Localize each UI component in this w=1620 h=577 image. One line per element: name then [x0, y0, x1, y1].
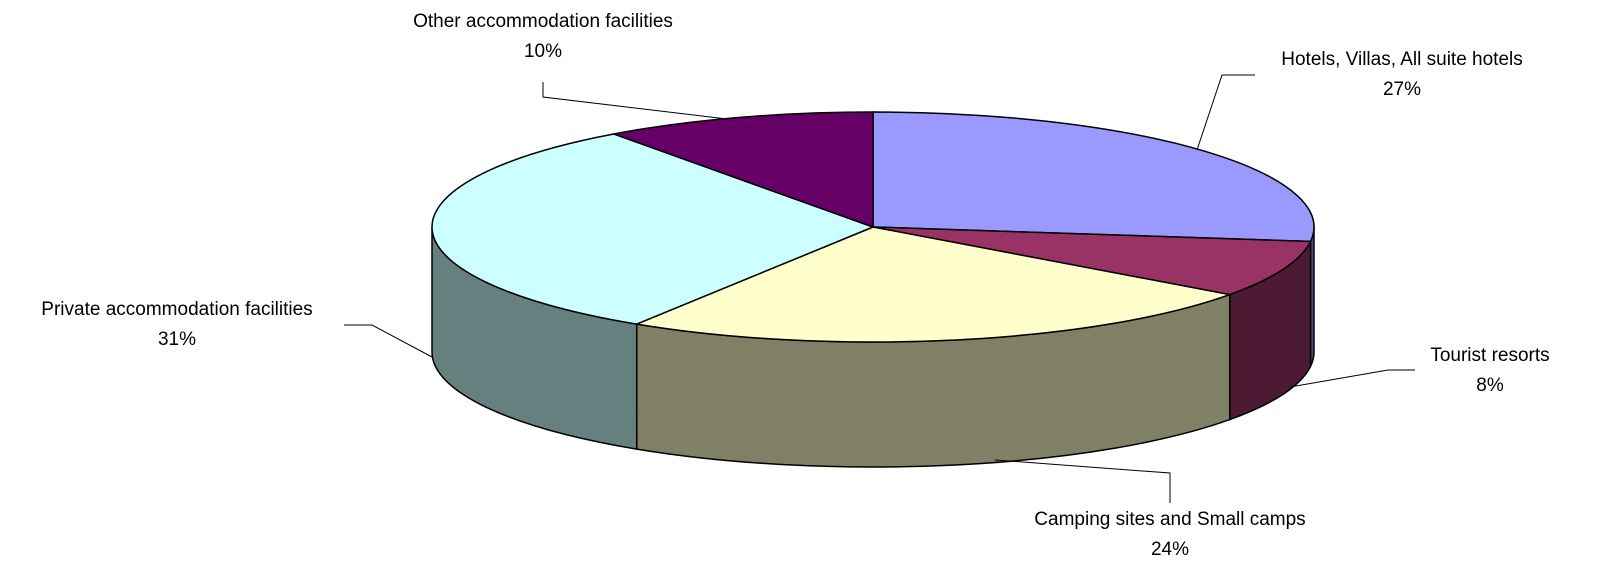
value-label: 27% — [1383, 79, 1421, 100]
pie-slice — [872, 111, 1315, 243]
pie-sides — [431, 226, 1315, 468]
slice-label: Other accommodation facilities — [413, 11, 673, 32]
value-label: 31% — [158, 329, 196, 350]
slice-label: Private accommodation facilities — [41, 299, 312, 320]
leader-line — [1289, 369, 1415, 388]
slice-label: Hotels, Villas, All suite hotels — [1281, 49, 1523, 70]
leader-line — [994, 459, 1171, 503]
labels: Hotels, Villas, All suite hotels 27% Touri… — [41, 11, 1549, 560]
pie-slice — [431, 133, 876, 325]
leader-line — [344, 324, 433, 358]
slice-label: Camping sites and Small camps — [1034, 509, 1305, 530]
value-label: 8% — [1476, 375, 1504, 396]
leader-line — [1196, 74, 1255, 151]
pie-slice — [872, 226, 1312, 296]
value-label: 10% — [524, 41, 562, 62]
slice-label: Tourist resorts — [1430, 345, 1549, 366]
pie-tops — [431, 111, 1315, 343]
pie-slice — [610, 111, 874, 229]
leader-line — [542, 82, 728, 120]
pie-slice — [633, 226, 1233, 343]
value-label: 24% — [1151, 539, 1189, 560]
